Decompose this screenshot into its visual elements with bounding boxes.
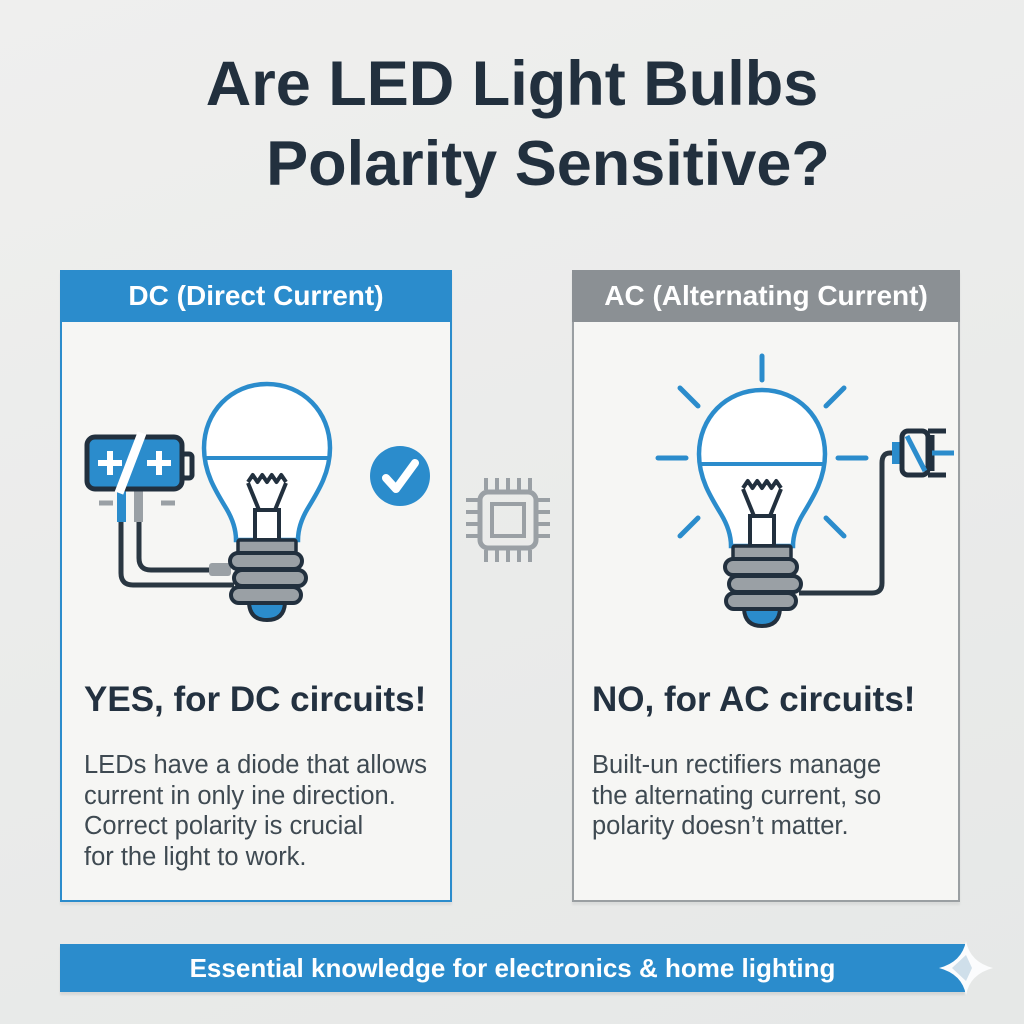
checkmark-icon [370, 446, 430, 506]
wire [799, 450, 896, 596]
ac-circuit-illustration [655, 353, 954, 900]
dc-panel-header: DC (Direct Current) [60, 270, 452, 322]
ac-body-text: Built-un rectifiers manage the alternati… [592, 750, 881, 842]
dc-body-line: current in only ine direction. [84, 781, 396, 810]
plug-icon [892, 428, 954, 478]
page-title-line1: Are LED Light Bulbs [205, 49, 819, 119]
dc-circuit-illustration [84, 322, 430, 900]
dc-body-line: for the light to work. [84, 842, 307, 871]
page-title: Are LED Light Bulbs Polarity Sensitive? [0, 44, 1024, 204]
ac-body-line: Built-un rectifiers manage [592, 751, 882, 779]
ac-panel: AC (Alternating Current) NO, f [572, 270, 960, 902]
battery-icon [84, 431, 195, 522]
dc-body-line: LEDs have a diode that allows [84, 751, 428, 779]
dc-body-line: Correct polarity is crucial [84, 812, 364, 840]
dc-answer-heading: YES, for DC circuits! [84, 680, 427, 719]
ac-panel-header: AC (Alternating Current) [572, 270, 960, 322]
ac-answer-heading: NO, for AC circuits! [592, 680, 916, 719]
dc-panel: DC (Direct Current) YES, for DC circu [60, 270, 452, 902]
page-title-line2: Polarity Sensitive? [266, 129, 830, 199]
wire [118, 520, 234, 588]
ac-body-line: the alternating current, so [592, 781, 882, 810]
footer-text: Essential knowledge for electronics & ho… [189, 953, 836, 983]
sparkle-icon [939, 941, 993, 995]
light-rays [655, 353, 869, 539]
microchip-icon [466, 478, 550, 562]
footer-banner: Essential knowledge for electronics & ho… [60, 944, 965, 992]
dc-body-text: LEDs have a diode that allows current in… [84, 750, 427, 872]
ac-body-line: polarity doesn’t matter. [592, 812, 849, 840]
